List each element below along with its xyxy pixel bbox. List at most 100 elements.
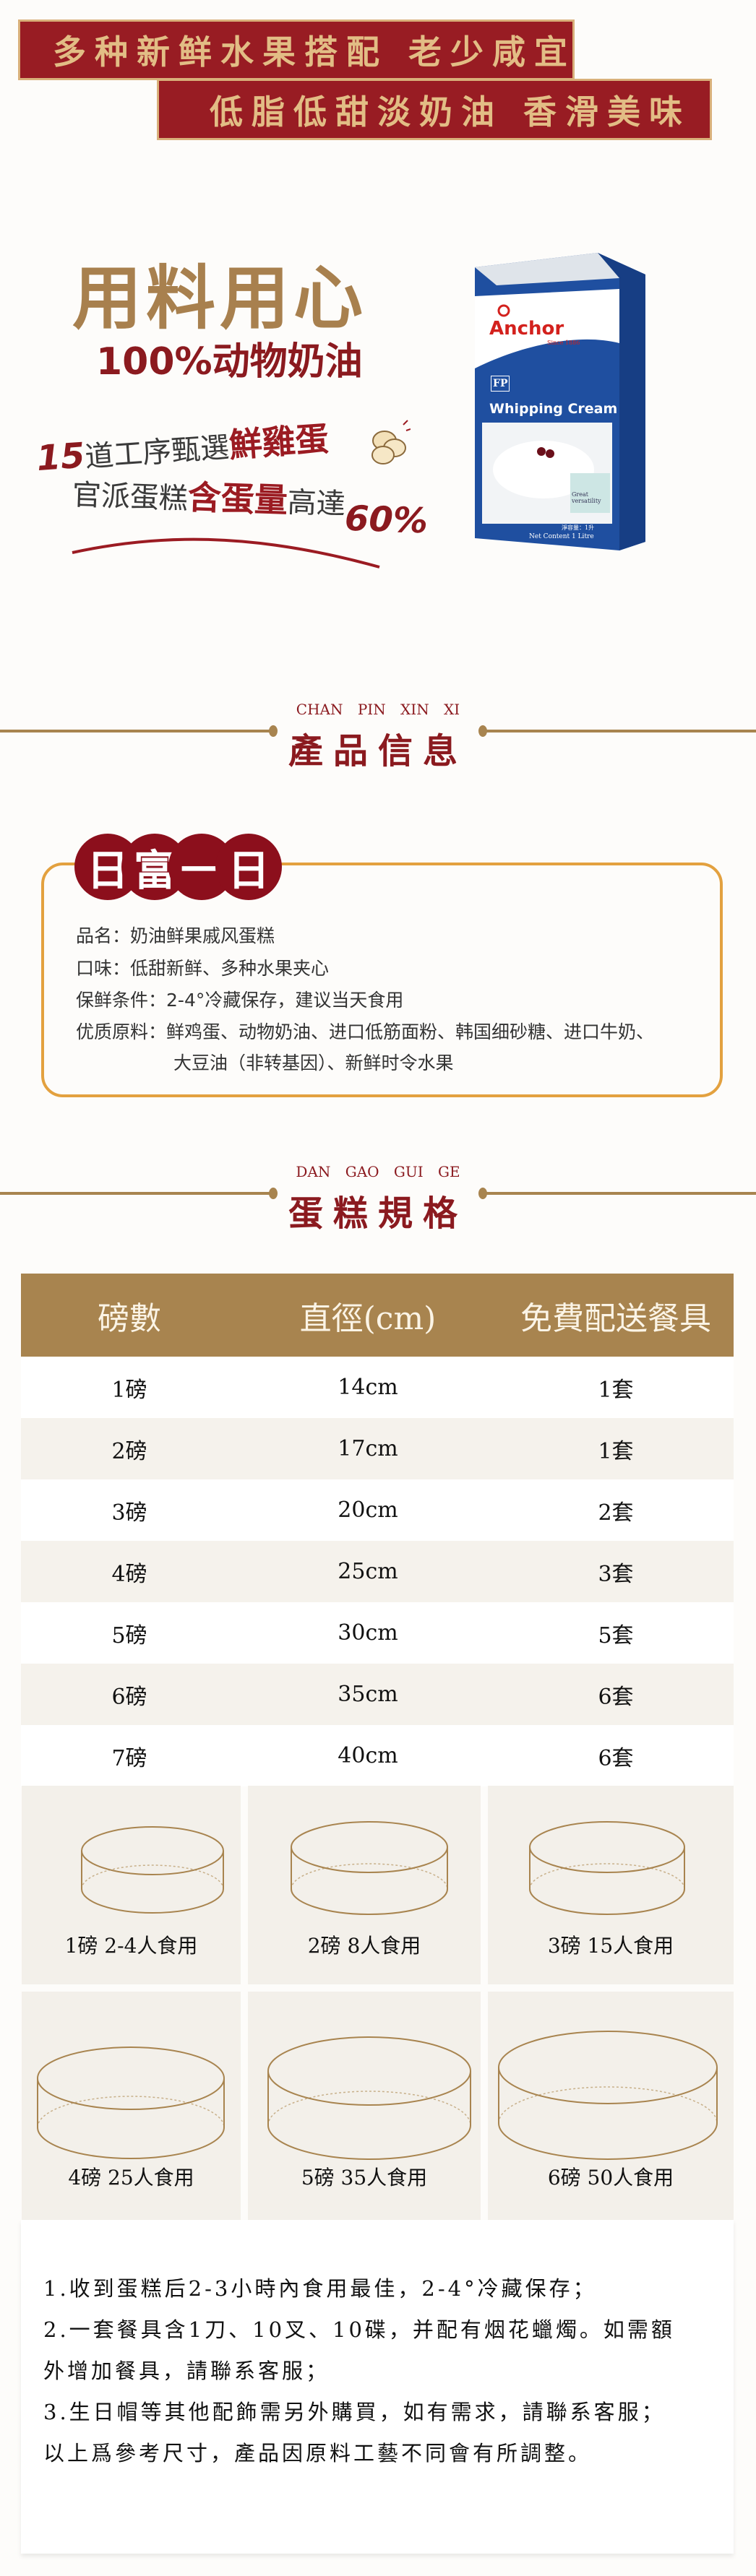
cell-tableware: 3套 [598,1561,634,1587]
cake-size-label: 6磅 50人食用 [547,2166,674,2190]
cake-size-label: 4磅 25人食用 [68,2166,194,2190]
cell-diameter: 14cm [338,1375,398,1400]
note-line: 2.一套餐具含1刀、10叉、10碟，并配有烟花蠟燭。如需額 [43,2317,675,2342]
carton-net: Net Content 1 Litre [529,533,594,540]
divider-dot [478,1188,487,1199]
slogan-text-2: 高達 [286,485,346,522]
table-row: 1磅 14cm 1套 [21,1357,734,1418]
cake-size-card: 6磅 50人食用 [488,1992,734,2220]
table-row: 5磅 30cm 5套 [21,1602,734,1664]
badge-char: 日 [215,834,282,900]
cell-pounds: 5磅 [111,1622,147,1648]
table-row: 7磅 40cm 6套 [21,1725,734,1786]
cell-diameter: 25cm [338,1559,398,1584]
info-label: 品名： [76,925,131,946]
cell-pounds: 1磅 [111,1377,147,1403]
carton-net-cn: 淨容量：1升 [562,524,595,531]
cell-tableware: 1套 [598,1438,634,1464]
info-name: 品名：奶油鲜果戚风蛋糕 [76,922,275,948]
info-flavor: 口味：低甜新鲜、多种水果夹心 [76,954,329,980]
divider-left [0,730,271,732]
divider-right [484,1192,756,1195]
section-pinyin: CHAN PIN XIN XI [296,701,460,718]
size-table: 磅數 直徑(cm) 免費配送餐具 1磅 14cm 1套 2磅 17cm 1套 3磅 20cm 2… [21,1274,734,1786]
cake-size-card: 2磅 8人食用 [248,1786,481,1984]
cell-pounds: 4磅 [111,1561,147,1587]
cell-diameter: 30cm [338,1620,398,1646]
cell-diameter: 20cm [338,1497,398,1523]
carton-since: Since 1886 [547,340,580,346]
cake-size-card: 1磅 2-4人食用 [22,1786,241,1984]
info-ingredients: 优质原料：鲜鸡蛋、动物奶油、进口低筋面粉、韩国细砂糖、进口牛奶、 [76,1018,654,1044]
info-value: 2-4°冷藏保存，建议当天食用 [166,990,404,1011]
section-pinyin: DAN GAO GUI GE [296,1163,460,1180]
cake-size-label: 1磅 2-4人食用 [64,1934,198,1958]
table-header: 磅數 直徑(cm) 免費配送餐具 [21,1274,734,1357]
notes-box: 1.收到蛋糕后2-3小時內食用最佳，2-4°冷藏保存； 2.一套餐具含1刀、10… [21,2220,734,2554]
divider-dot [269,725,278,737]
cake-cylinder-icon [37,2046,225,2159]
cell-pounds: 7磅 [111,1745,147,1771]
cell-diameter: 17cm [338,1436,398,1461]
section-title: 蛋糕規格 [288,1193,468,1234]
cake-cylinder-icon [81,1826,224,1914]
header-diameter: 直徑(cm) [299,1300,437,1337]
cell-pounds: 6磅 [111,1684,147,1710]
cake-cylinder-icon [498,2031,718,2160]
product-info-box [41,863,723,1097]
cell-diameter: 35cm [338,1682,398,1707]
cake-size-card: 5磅 35人食用 [248,1992,481,2220]
carton-badge: Great versatility [572,491,601,504]
cake-size-label: 5磅 35人食用 [301,2166,428,2190]
whipping-cream-carton: Anchor Since 1886 FP Whipping Cream Grea… [475,253,645,550]
note-line: 以上爲參考尺寸，產品因原料工藝不同會有所調整。 [43,2441,593,2465]
info-value: 大豆油（非转基因）、新鲜时令水果 [173,1053,454,1073]
hero-subtitle: 100%动物奶油 [96,340,363,384]
cake-size-label: 3磅 15人食用 [547,1934,674,1958]
slogan-line-2: 官派蛋糕含蛋量高達60% [72,467,429,542]
divider-dot [478,725,487,737]
slogan-text: 官派蛋糕 [72,478,189,516]
cake-size-label: 2磅 8人食用 [307,1934,421,1958]
table-row: 2磅 17cm 1套 [21,1418,734,1479]
swoosh-decoration [72,537,380,569]
banner-cream: 低脂低甜淡奶油 香滑美味 [157,79,712,140]
carton-brand: Anchor [489,318,564,340]
table-row: 4磅 25cm 3套 [21,1541,734,1602]
info-storage: 保鲜条件：2-4°冷藏保存，建议当天食用 [76,986,403,1012]
cell-tableware: 5套 [598,1622,634,1648]
cake-size-card: 4磅 25人食用 [22,1992,241,2220]
cell-tableware: 2套 [598,1500,634,1526]
cell-pounds: 3磅 [111,1500,147,1526]
info-value: 鲜鸡蛋、动物奶油、进口低筋面粉、韩国细砂糖、进口牛奶、 [166,1021,655,1042]
info-value: 奶油鲜果戚风蛋糕 [130,925,275,946]
slogan-highlight: 含蛋量 [187,477,288,520]
info-label: 口味： [76,958,131,979]
info-ingredients-cont: 大豆油（非转基因）、新鲜时令水果 [173,1049,454,1075]
eggs-icon [371,420,411,464]
note-line: 外增加餐具，請聯系客服； [43,2359,330,2383]
cell-tableware: 6套 [598,1745,634,1771]
info-label: 优质原料： [76,1021,167,1042]
info-label: 保鲜条件： [76,990,167,1011]
brand-badge: 日 富 一 日 [74,834,284,900]
divider-dot [269,1188,278,1199]
note-line: 3.生日帽等其他配飾需另外購買，如有需求，請聯系客服； [43,2400,666,2424]
cake-cylinder-icon [529,1821,685,1915]
header-pounds: 磅數 [98,1300,161,1337]
section-title: 產品信息 [288,731,468,771]
table-row: 6磅 35cm 6套 [21,1664,734,1725]
cake-size-card: 3磅 15人食用 [488,1786,734,1984]
cake-cylinder-icon [291,1821,448,1915]
header-tableware: 免費配送餐具 [520,1300,711,1337]
hero-title: 用料用心 [72,258,367,339]
banner-fruit: 多种新鲜水果搭配 老少咸宜 [18,20,575,80]
slogan-highlight: 鮮雞蛋 [227,418,330,465]
info-value: 低甜新鲜、多种水果夹心 [130,958,330,979]
cell-tableware: 6套 [598,1684,634,1710]
divider-right [484,730,756,732]
cell-diameter: 40cm [338,1743,398,1768]
divider-left [0,1192,271,1195]
cell-tableware: 1套 [598,1377,634,1403]
carton-fp: FP [491,376,510,392]
